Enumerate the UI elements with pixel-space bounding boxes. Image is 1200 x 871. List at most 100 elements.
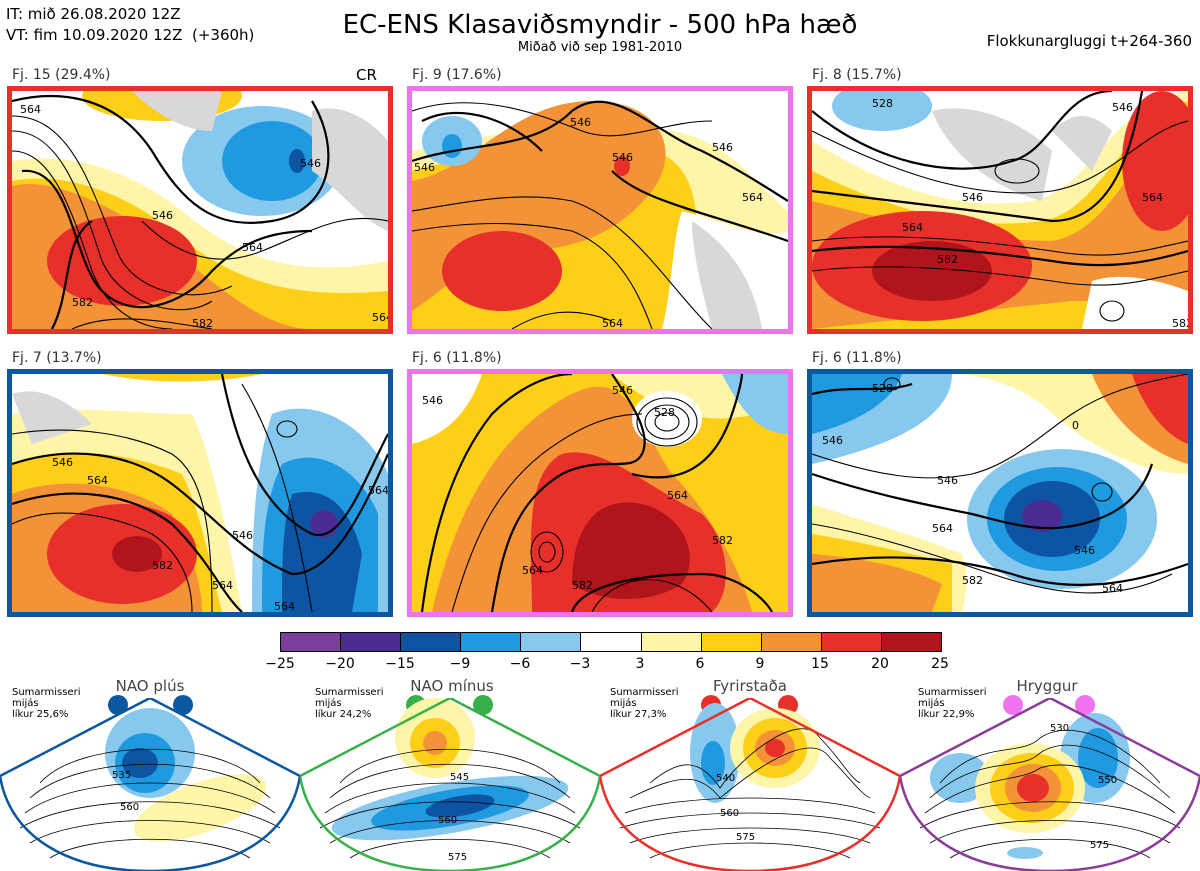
contour-label: 546 [422,394,443,407]
cluster-map-5-plot: 546 546 528 564 564 582 582 [412,374,788,612]
cluster-map-3-plot: 528 546 546 564 564 582 582 [812,91,1188,329]
contour-label: 564 [212,579,233,592]
regime-title: Fyrirstaða [713,677,787,695]
colorbar-tick: −3 [569,656,591,672]
panel-label-4: Fj. 7 (13.7%) [12,350,102,366]
contour-label: 560 [438,815,457,826]
contour-label: 0 [1072,419,1079,432]
colorbar-tick: 9 [755,656,765,672]
contour-label: 550 [1098,775,1117,786]
classification-window: Flokkunargluggi t+264-360 [986,32,1192,50]
colorbar [280,632,942,652]
contour-label: 575 [448,852,467,863]
contour-label: 560 [720,808,739,819]
contour-label: 546 [570,116,591,129]
colorbar-segment [761,633,822,651]
contour-label: 575 [736,832,755,843]
contour-label: 564 [242,241,263,254]
cluster-map-1: 564 546 546 564 582 582 564 [7,86,393,334]
contour-label: 560 [120,802,139,813]
cluster-map-2-plot: 546 546 546 546 564 564 [412,91,788,329]
regime-dot [1075,695,1095,715]
panel-label-5: Fj. 6 (11.8%) [412,350,502,366]
regime-nao-minus-map: 545 560 575 [300,698,600,871]
contour-label: 540 [716,773,735,784]
contour-label: 546 [52,456,73,469]
cluster-map-2: 546 546 546 546 564 564 [407,86,793,334]
regime-ridge: Sumarmisseri mijás líkur 22,9% Hryggur 5… [900,676,1200,871]
regime-title: NAO plús [115,677,185,695]
colorbar-tick: 6 [695,656,705,672]
regime-blocking-map: 540 560 575 [600,698,900,871]
regime-info: Sumarmisseri mijás líkur 22,9% [918,687,987,720]
regime-nao-minus: Sumarmisseri mijás líkur 24,2% NAO mínus… [300,676,600,871]
contour-label: 546 [822,434,843,447]
contour-label: 564 [368,484,388,497]
panel-label-6: Fj. 6 (11.8%) [812,350,902,366]
contour-label: 582 [192,317,213,329]
regime-ridge-map: 530 550 575 [900,698,1200,871]
regime-dot [108,695,128,715]
contour-label: 528 [872,382,893,395]
panel-label-2: Fj. 9 (17.6%) [412,67,502,83]
colorbar-segment [521,633,582,651]
colorbar-segment [581,633,642,651]
cluster-map-5: 546 546 528 564 564 582 582 [407,369,793,617]
cluster-map-4-plot: 546 564 546 582 564 564 564 [12,374,388,612]
contour-label: 564 [372,311,388,324]
contour-label: 564 [1142,191,1163,204]
colorbar-segment [341,633,402,651]
regime-dot [173,695,193,715]
colorbar-segment [401,633,462,651]
colorbar-segment [701,633,762,651]
contour-label: 546 [232,529,253,542]
regime-dot [473,695,493,715]
header-info: IT: mið 26.08.2020 12Z VT: fim 10.09.202… [6,4,254,46]
colorbar-segment [821,633,882,651]
contour-label: 528 [654,406,675,419]
regime-nao-plus-map: 535 560 [0,698,300,871]
cluster-map-1-plot: 564 546 546 564 582 582 564 [12,91,388,329]
contour-label: 582 [572,579,593,592]
contour-label: 546 [1074,544,1095,557]
contour-label: 582 [72,296,93,309]
regime-info: Sumarmisseri mijás líkur 27,3% [610,687,679,720]
contour-label: 546 [937,474,958,487]
cluster-map-3: 528 546 546 564 564 582 582 [807,86,1193,334]
contour-label: 528 [872,97,893,110]
page-subtitle: Miðað við sep 1981-2010 [517,40,683,55]
colorbar-segment [881,633,942,651]
colorbar-tick: 15 [811,656,829,672]
contour-label: 564 [742,191,763,204]
regime-dot [1003,695,1023,715]
contour-label: 582 [937,253,958,266]
valid-time: VT: fim 10.09.2020 12Z (+360h) [6,26,255,44]
colorbar-tick: −15 [385,656,415,672]
contour-label: 582 [712,534,733,547]
contour-label: 546 [1112,101,1133,114]
colorbar-tick: −25 [265,656,295,672]
contour-label: 564 [522,564,543,577]
colorbar-segment [641,633,702,651]
regime-title: NAO mínus [410,677,494,695]
panel-label-1: Fj. 15 (29.4%) [12,67,111,83]
contour-label: 564 [667,489,688,502]
cluster-map-6-plot: 546 528 546 564 546 582 564 0 [812,374,1188,612]
contour-label: 564 [20,103,41,116]
contour-label: 546 [612,151,633,164]
contour-label: 564 [602,317,623,329]
contour-label: 546 [612,384,633,397]
contour-label: 564 [1102,582,1123,595]
regime-title: Hryggur [1016,677,1078,695]
colorbar-tick: 20 [871,656,889,672]
colorbar-tick: 3 [635,656,645,672]
contour-label: 530 [1050,723,1069,734]
contour-label: 546 [712,141,733,154]
init-time: IT: mið 26.08.2020 12Z [6,5,181,23]
regime-nao-plus: Sumarmisseri mijás líkur 25,6% NAO plús … [0,676,300,871]
regime-info: Sumarmisseri mijás líkur 25,6% [12,687,81,720]
colorbar-tick: −6 [509,656,531,672]
regime-info: Sumarmisseri mijás líkur 24,2% [315,687,384,720]
cluster-map-4: 546 564 546 582 564 564 564 [7,369,393,617]
contour-label: 546 [300,157,321,170]
